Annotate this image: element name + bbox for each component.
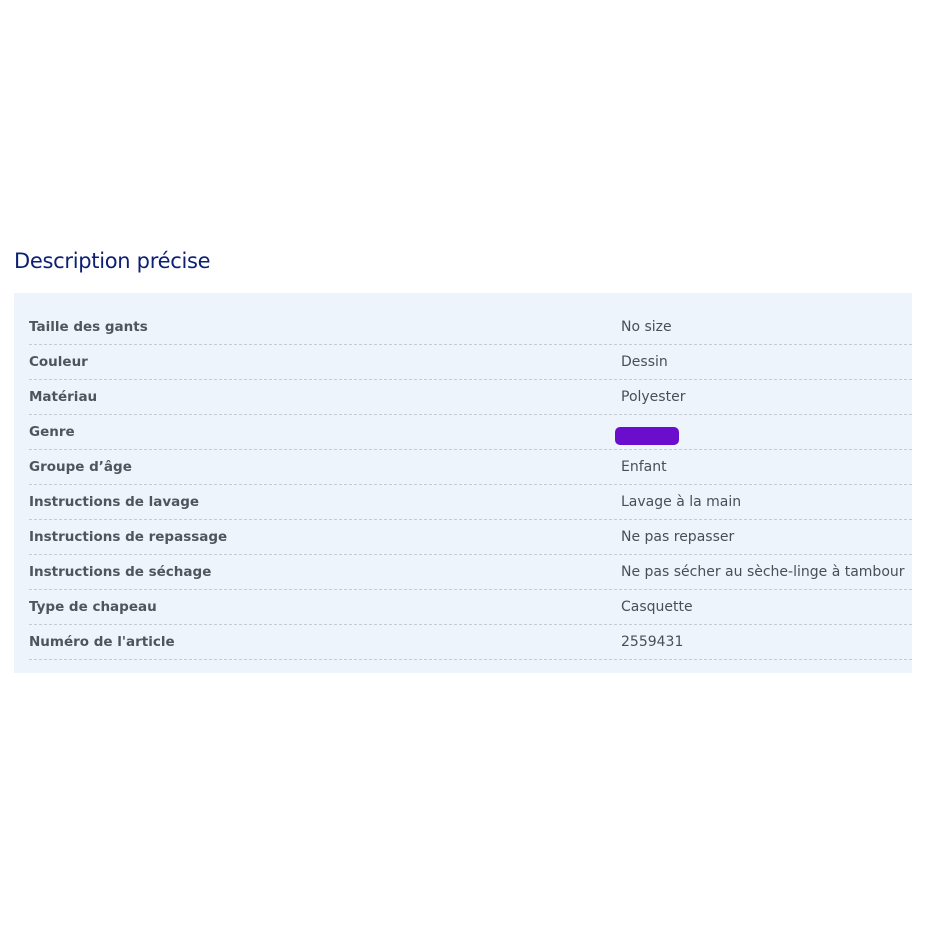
spec-label: Numéro de l'article bbox=[29, 634, 175, 650]
spec-label: Type de chapeau bbox=[29, 599, 157, 615]
spec-row: Type de chapeau Casquette bbox=[29, 590, 912, 625]
spec-label: Instructions de repassage bbox=[29, 529, 228, 545]
spec-row: Numéro de l'article 2559431 bbox=[29, 625, 912, 660]
spec-value: Ne pas repasser bbox=[621, 529, 735, 545]
section-title: Description précise bbox=[14, 249, 211, 273]
spec-value: Lavage à la main bbox=[621, 494, 742, 510]
spec-value: Ne pas sécher au sèche-linge à tambour bbox=[621, 564, 905, 580]
spec-row: Groupe d’âge Enfant bbox=[29, 450, 912, 485]
spec-label: Genre bbox=[29, 424, 75, 440]
spec-label: Matériau bbox=[29, 389, 98, 405]
spec-row: Instructions de séchage Ne pas sécher au … bbox=[29, 555, 912, 590]
redaction-mark bbox=[615, 427, 679, 445]
specifications-table: Taille des gants No size Couleur Dessin Maté… bbox=[14, 293, 912, 673]
spec-value: Dessin bbox=[621, 354, 668, 370]
spec-row: Genre bbox=[29, 415, 912, 450]
spec-row: Matériau Polyester bbox=[29, 380, 912, 415]
spec-row: Couleur Dessin bbox=[29, 345, 912, 380]
spec-row: Taille des gants No size bbox=[29, 310, 912, 345]
spec-rows: Taille des gants No size Couleur Dessin Maté… bbox=[29, 310, 912, 660]
spec-value: No size bbox=[621, 319, 672, 335]
spec-value: 2559431 bbox=[621, 634, 684, 650]
spec-value: Polyester bbox=[621, 389, 686, 405]
spec-row: Instructions de repassage Ne pas repasser bbox=[29, 520, 912, 555]
spec-label: Instructions de séchage bbox=[29, 564, 212, 580]
spec-row: Instructions de lavage Lavage à la main bbox=[29, 485, 912, 520]
spec-value: Casquette bbox=[621, 599, 693, 615]
spec-label: Taille des gants bbox=[29, 319, 148, 335]
spec-label: Groupe d’âge bbox=[29, 459, 132, 475]
spec-label: Couleur bbox=[29, 354, 88, 370]
spec-label: Instructions de lavage bbox=[29, 494, 200, 510]
spec-value: Enfant bbox=[621, 459, 667, 475]
